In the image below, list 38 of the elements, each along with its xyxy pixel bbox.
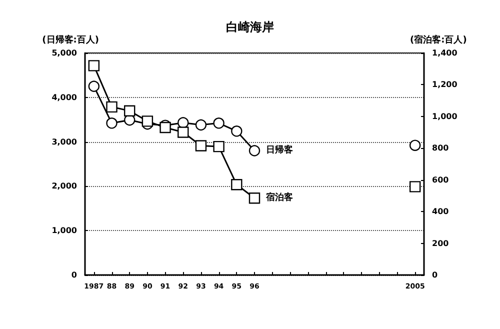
y-tick-label: 5,000	[52, 48, 78, 58]
y-axis-title: (日帰客:百人)	[42, 34, 99, 46]
y-tick-label: 4,000	[52, 92, 78, 102]
y2-tick-label: 1,400	[432, 48, 458, 58]
y2-tick-label: 0	[432, 270, 438, 280]
point	[124, 105, 136, 116]
point	[88, 60, 100, 72]
y2-tick-label: 200	[432, 238, 450, 248]
y2-tick-label: 800	[432, 144, 450, 153]
point	[248, 192, 260, 204]
point	[231, 126, 242, 137]
point	[106, 118, 118, 129]
point	[231, 179, 242, 190]
point	[213, 140, 224, 152]
point	[248, 145, 260, 156]
point	[409, 181, 421, 192]
y2-tick-label: 1,200	[432, 80, 458, 90]
point	[178, 126, 189, 138]
point	[142, 116, 154, 127]
point	[178, 117, 189, 128]
y2-axis-title: (宿泊客:百人)	[410, 34, 467, 46]
y-tick-label: 3,000	[52, 137, 78, 146]
point	[409, 140, 421, 151]
y2-tick-label: 400	[432, 207, 450, 216]
series-label: 日帰客	[266, 144, 294, 156]
point	[195, 119, 207, 131]
y-tick-label: 2,000	[52, 182, 78, 191]
y-tick-label: 0	[71, 270, 78, 280]
series-label: 宿泊客	[265, 192, 294, 204]
chart-title: 白崎海岸	[226, 20, 274, 34]
y2-tick-label: 600	[432, 175, 450, 184]
y2-tick-label: 1,000	[432, 112, 458, 121]
point	[88, 80, 100, 92]
point	[160, 122, 171, 134]
point	[195, 140, 207, 152]
y-tick-label: 1,000	[52, 226, 78, 236]
point	[106, 101, 118, 113]
point	[213, 118, 224, 129]
